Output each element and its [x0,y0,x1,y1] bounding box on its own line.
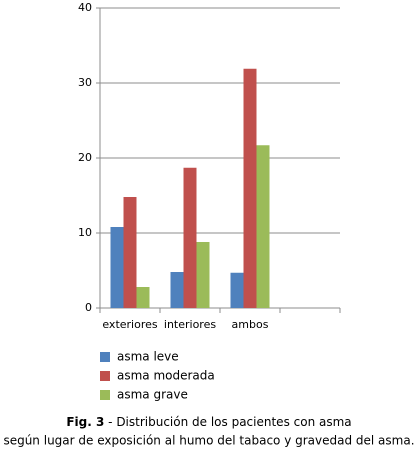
y-tick-label: 30 [78,76,92,89]
x-tick-label: exteriores [102,318,158,331]
y-tick-label: 20 [78,151,92,164]
bar [196,242,210,308]
bar [170,272,184,308]
bar [243,68,257,308]
bar [230,272,244,308]
caption-line: según lugar de exposición al humo del ta… [3,434,414,448]
legend-swatch [100,390,110,400]
legend-label: asma grave [117,388,188,402]
legend-label: asma moderada [117,369,215,383]
bar [136,287,150,308]
caption-text: - Distribución de los pacientes con asma [108,415,351,429]
legend-label: asma leve [117,350,179,364]
bar [183,167,197,308]
y-tick-label: 10 [78,226,92,239]
x-tick-label: ambos [232,318,269,331]
bar [256,145,270,308]
x-tick-label: interiores [164,318,216,331]
bar [123,197,137,308]
y-tick-label: 40 [78,1,92,14]
caption-label: Fig. 3 [66,415,104,429]
legend-swatch [100,352,110,362]
y-tick-label: 0 [85,301,92,314]
legend-swatch [100,371,110,381]
caption-line: Fig. 3 - Distribución de los pacientes c… [66,415,351,429]
bar [110,227,124,308]
